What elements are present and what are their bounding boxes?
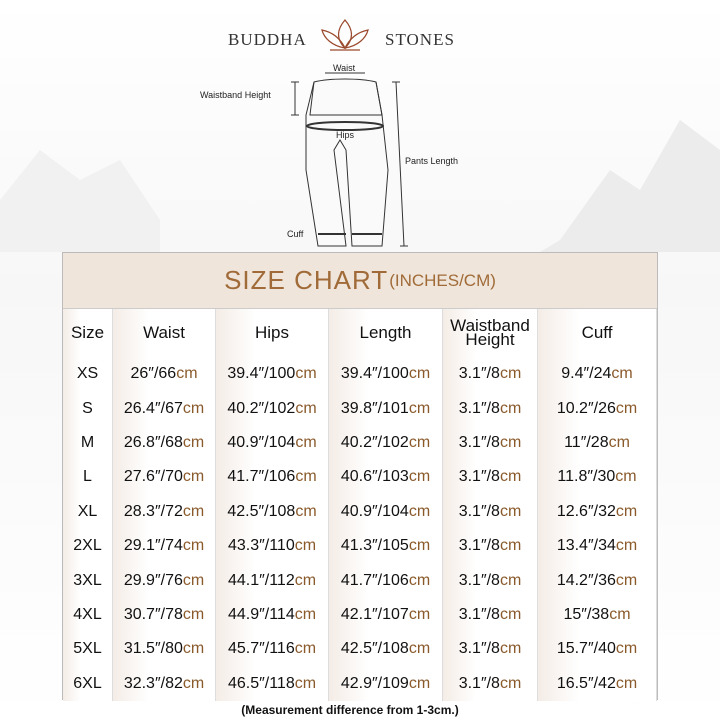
value-cell: 44.1″/112 cm <box>216 563 329 598</box>
value-cell: 30.7″/78 cm <box>113 597 216 633</box>
table-grid: Size Waist Hips Length Waistband Height Cuff X… <box>63 309 657 701</box>
value-cell: 40.6″/103 cm <box>329 460 443 495</box>
value-cell: 11″/28 cm <box>538 425 657 461</box>
value-cell: 9.4″/24 cm <box>538 357 657 392</box>
label-cuff: Cuff <box>287 229 304 239</box>
value-cell: 42.9″/109 cm <box>329 666 443 701</box>
pants-diagram <box>291 72 408 247</box>
label-hips: Hips <box>336 130 355 140</box>
column-header: Size <box>63 309 113 357</box>
label-waistband-height: Waistband Height <box>200 90 271 100</box>
value-cell: 26.8″/68 cm <box>113 425 216 461</box>
value-cell: 40.9″/104 cm <box>216 425 329 461</box>
label-waist: Waist <box>333 63 356 73</box>
value-cell: 14.2″/36 cm <box>538 563 657 598</box>
value-cell: 42.5″/108 cm <box>216 494 329 529</box>
value-cell: 28.3″/72 cm <box>113 494 216 529</box>
value-cell: 45.7″/116 cm <box>216 632 329 667</box>
value-cell: 3.1″/8 cm <box>443 632 538 667</box>
label-pants-length: Pants Length <box>405 156 459 166</box>
brand-right: STONES <box>385 30 455 49</box>
value-cell: 3.1″/8 cm <box>443 391 538 426</box>
value-cell: 43.3″/110 cm <box>216 528 329 564</box>
size-table: SIZE CHART (INCHES/CM) Size Waist Hips Lengt… <box>62 252 658 701</box>
value-cell: 3.1″/8 cm <box>443 597 538 633</box>
value-cell: 27.6″/70 cm <box>113 460 216 495</box>
value-cell: 3.1″/8 cm <box>443 666 538 701</box>
size-cell: L <box>63 460 113 495</box>
value-cell: 26″/66 cm <box>113 357 216 392</box>
value-cell: 10.2″/26 cm <box>538 391 657 426</box>
size-cell: 2XL <box>63 528 113 564</box>
brand-left: BUDDHA <box>228 30 307 49</box>
footnote: (Measurement difference from 1-3cm.) <box>241 703 459 717</box>
value-cell: 12.6″/32 cm <box>538 494 657 529</box>
value-cell: 44.9″/114 cm <box>216 597 329 633</box>
size-cell: 6XL <box>63 666 113 701</box>
title: SIZE CHART <box>224 265 389 295</box>
value-cell: 41.7″/106 cm <box>216 460 329 495</box>
value-cell: 3.1″/8 cm <box>443 494 538 529</box>
column-header: Cuff <box>538 309 657 357</box>
column-header: Waistband Height <box>443 309 538 357</box>
size-cell: XL <box>63 494 113 529</box>
value-cell: 3.1″/8 cm <box>443 425 538 461</box>
value-cell: 26.4″/67 cm <box>113 391 216 426</box>
size-cell: XS <box>63 357 113 392</box>
size-cell: 4XL <box>63 597 113 633</box>
value-cell: 3.1″/8 cm <box>443 357 538 392</box>
value-cell: 16.5″/42 cm <box>538 666 657 701</box>
value-cell: 11.8″/30 cm <box>538 460 657 495</box>
column-header: Length <box>329 309 443 357</box>
column-header: Hips <box>216 309 329 357</box>
size-cell: M <box>63 425 113 461</box>
value-cell: 41.7″/106 cm <box>329 563 443 598</box>
value-cell: 13.4″/34 cm <box>538 528 657 564</box>
lotus-logo <box>321 19 369 51</box>
title-unit: (INCHES/CM) <box>389 270 496 290</box>
value-cell: 40.2″/102 cm <box>216 391 329 426</box>
value-cell: 29.1″/74 cm <box>113 528 216 564</box>
background-art <box>0 19 720 252</box>
size-cell: 3XL <box>63 563 113 598</box>
size-cell: 5XL <box>63 632 113 667</box>
value-cell: 15″/38 cm <box>538 597 657 633</box>
value-cell: 39.8″/101 cm <box>329 391 443 426</box>
value-cell: 31.5″/80 cm <box>113 632 216 667</box>
value-cell: 40.9″/104 cm <box>329 494 443 529</box>
value-cell: 3.1″/8 cm <box>443 563 538 598</box>
value-cell: 15.7″/40 cm <box>538 632 657 667</box>
size-cell: S <box>63 391 113 426</box>
value-cell: 46.5″/118 cm <box>216 666 329 701</box>
value-cell: 29.9″/76 cm <box>113 563 216 598</box>
value-cell: 3.1″/8 cm <box>443 528 538 564</box>
value-cell: 42.5″/108 cm <box>329 632 443 667</box>
value-cell: 41.3″/105 cm <box>329 528 443 564</box>
value-cell: 39.4″/100 cm <box>216 357 329 392</box>
value-cell: 32.3″/82 cm <box>113 666 216 701</box>
value-cell: 3.1″/8 cm <box>443 460 538 495</box>
value-cell: 39.4″/100 cm <box>329 357 443 392</box>
value-cell: 42.1″/107 cm <box>329 597 443 633</box>
value-cell: 40.2″/102 cm <box>329 425 443 461</box>
column-header: Waist <box>113 309 216 357</box>
table-title: SIZE CHART (INCHES/CM) <box>63 253 657 309</box>
